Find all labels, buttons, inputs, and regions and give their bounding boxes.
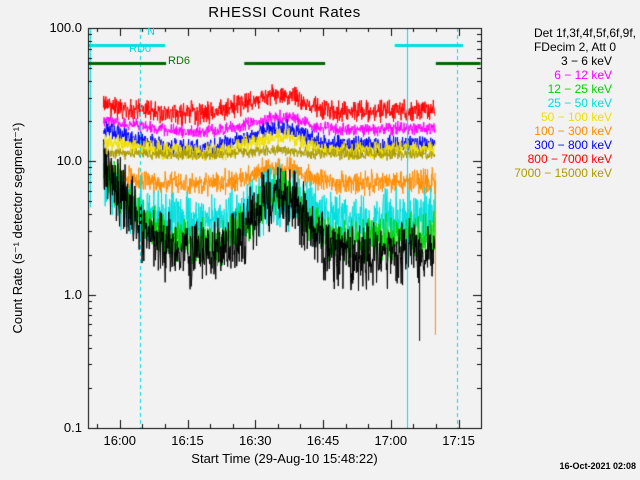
legend-entry: 300 − 800 keV (534, 138, 612, 152)
y-tick-label: 10.0 (56, 153, 82, 169)
plot-creation-timestamp: 16-Oct-2021 02:08 (559, 461, 636, 471)
y-axis-label: Count Rate (s⁻¹ detector segment⁻¹) (10, 122, 25, 334)
x-tick-label: 17:00 (374, 433, 408, 448)
y-tick-label: 1.0 (63, 286, 82, 302)
legend-entry: 12 − 25 keV (547, 82, 612, 96)
legend-entry: 7000 − 15000 keV (514, 166, 612, 180)
rd0-flag-label: RD0 (129, 43, 152, 55)
legend-entry: 50 − 100 keV (540, 110, 612, 124)
x-tick-label: 16:45 (306, 433, 340, 448)
chart-title: RHESSI Count Rates (208, 4, 361, 21)
legend-entry: 6 − 12 keV (554, 68, 612, 82)
rd6-flag-label: RD6 (168, 55, 191, 67)
y-tick-label: 0.1 (63, 420, 82, 435)
legend-decimation-line: FDecim 2, Att 0 (533, 40, 616, 54)
legend-entry: 800 − 7000 keV (527, 152, 612, 166)
x-tick-label: 16:15 (171, 433, 204, 448)
legend-entry: 100 − 300 keV (534, 124, 612, 138)
x-tick-label: 16:00 (103, 433, 137, 448)
legend-detector-line: Det 1f,3f,4f,5f,6f,9f, (533, 26, 636, 40)
x-tick-label: 17:15 (442, 433, 475, 448)
x-axis-label: Start Time (29-Aug-10 15:48:22) (191, 451, 378, 466)
legend-entry: 3 − 6 keV (560, 54, 612, 68)
legend: Det 1f,3f,4f,5f,6f,9f, FDecim 2, Att 0 3… (438, 26, 638, 180)
x-tick-label: 16:30 (239, 433, 272, 448)
night-flag-label: N (147, 26, 155, 38)
legend-entry: 25 − 50 keV (547, 96, 612, 110)
y-tick-label: 100.0 (49, 20, 82, 35)
